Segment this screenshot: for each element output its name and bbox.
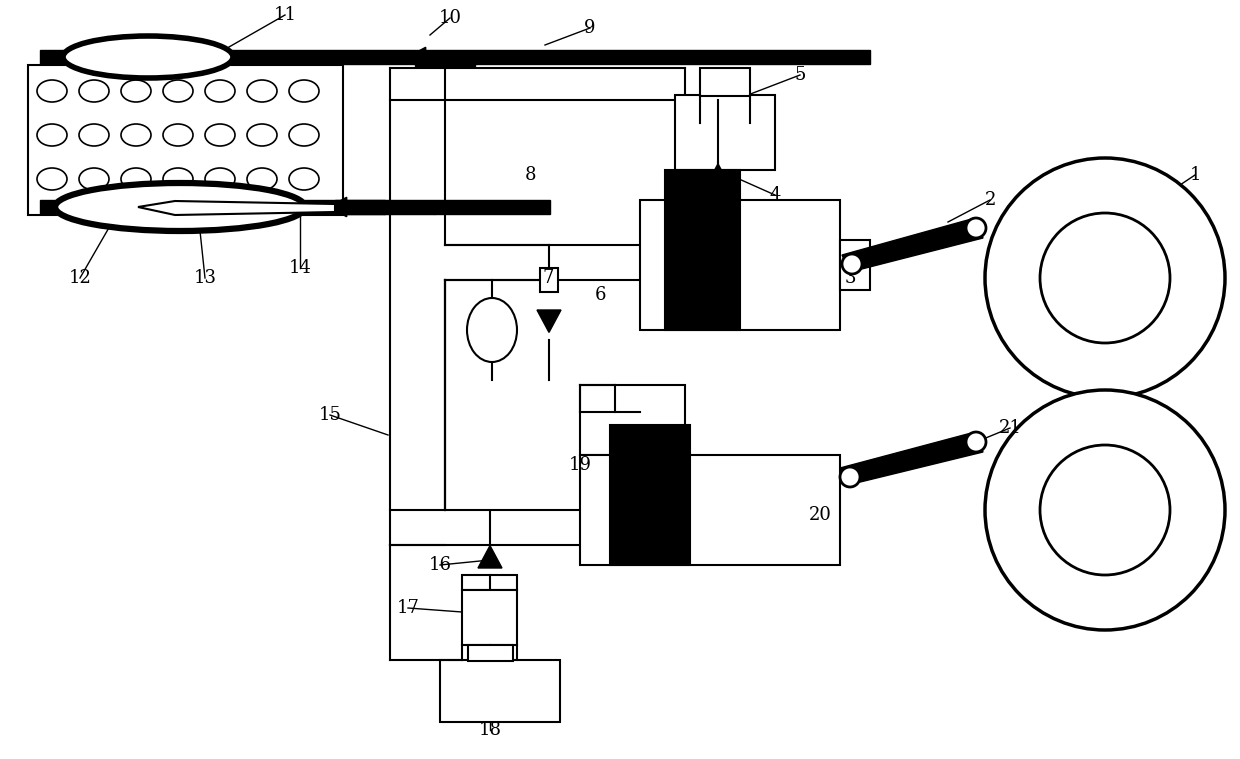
Ellipse shape bbox=[122, 80, 151, 102]
Ellipse shape bbox=[839, 467, 861, 487]
Text: 21: 21 bbox=[998, 419, 1022, 437]
Text: 3: 3 bbox=[844, 269, 856, 287]
Polygon shape bbox=[704, 164, 732, 189]
Text: 6: 6 bbox=[594, 286, 606, 304]
Ellipse shape bbox=[37, 80, 67, 102]
Polygon shape bbox=[842, 218, 983, 272]
Ellipse shape bbox=[162, 124, 193, 146]
Ellipse shape bbox=[37, 124, 67, 146]
Bar bbox=[610, 425, 689, 565]
Bar bbox=[40, 50, 870, 64]
Ellipse shape bbox=[985, 390, 1225, 630]
Ellipse shape bbox=[79, 168, 109, 190]
Ellipse shape bbox=[205, 124, 236, 146]
Text: 8: 8 bbox=[525, 166, 536, 184]
Polygon shape bbox=[537, 310, 560, 332]
Bar bbox=[440, 660, 560, 722]
Text: 5: 5 bbox=[795, 66, 806, 84]
Text: 19: 19 bbox=[568, 456, 591, 474]
Text: 15: 15 bbox=[319, 406, 341, 424]
Ellipse shape bbox=[79, 80, 109, 102]
Ellipse shape bbox=[985, 158, 1225, 398]
Ellipse shape bbox=[289, 168, 319, 190]
Bar bbox=[40, 200, 551, 214]
Bar bbox=[463, 590, 517, 645]
Bar bbox=[415, 52, 475, 66]
Ellipse shape bbox=[162, 168, 193, 190]
Ellipse shape bbox=[122, 168, 151, 190]
Text: 17: 17 bbox=[397, 599, 419, 617]
Ellipse shape bbox=[162, 80, 193, 102]
Bar bbox=[580, 455, 839, 565]
Text: 20: 20 bbox=[808, 506, 832, 524]
Bar bbox=[701, 68, 750, 96]
Text: 18: 18 bbox=[479, 721, 501, 739]
Text: 7: 7 bbox=[542, 269, 554, 287]
Bar bbox=[539, 268, 558, 292]
Ellipse shape bbox=[247, 168, 277, 190]
Ellipse shape bbox=[289, 124, 319, 146]
Ellipse shape bbox=[79, 124, 109, 146]
Ellipse shape bbox=[966, 218, 986, 238]
Text: 12: 12 bbox=[68, 269, 92, 287]
Text: 11: 11 bbox=[274, 6, 296, 24]
Bar bbox=[463, 575, 517, 590]
Polygon shape bbox=[329, 197, 347, 217]
Ellipse shape bbox=[247, 80, 277, 102]
Bar bbox=[467, 645, 513, 661]
Ellipse shape bbox=[247, 124, 277, 146]
Ellipse shape bbox=[37, 168, 67, 190]
Ellipse shape bbox=[63, 36, 233, 78]
Text: 16: 16 bbox=[429, 556, 451, 574]
Ellipse shape bbox=[1040, 213, 1171, 343]
Polygon shape bbox=[477, 546, 502, 568]
Text: 9: 9 bbox=[584, 19, 595, 37]
Ellipse shape bbox=[1040, 445, 1171, 575]
Text: 13: 13 bbox=[193, 269, 217, 287]
Bar bbox=[665, 170, 740, 330]
Ellipse shape bbox=[467, 298, 517, 362]
Ellipse shape bbox=[205, 168, 236, 190]
Bar bbox=[29, 65, 343, 215]
Text: 14: 14 bbox=[289, 259, 311, 277]
Text: 4: 4 bbox=[769, 186, 781, 204]
Text: 10: 10 bbox=[439, 9, 461, 27]
Bar bbox=[580, 385, 684, 455]
Bar bbox=[335, 200, 384, 214]
Bar bbox=[640, 200, 839, 330]
Bar bbox=[675, 95, 775, 170]
Ellipse shape bbox=[55, 183, 305, 231]
Ellipse shape bbox=[966, 432, 986, 452]
Text: 2: 2 bbox=[985, 191, 996, 209]
Ellipse shape bbox=[842, 254, 862, 274]
Bar bbox=[839, 240, 870, 290]
Text: 1: 1 bbox=[1189, 166, 1200, 184]
Ellipse shape bbox=[205, 80, 236, 102]
Polygon shape bbox=[408, 47, 425, 67]
Polygon shape bbox=[138, 201, 335, 215]
Ellipse shape bbox=[289, 80, 319, 102]
Ellipse shape bbox=[122, 124, 151, 146]
Polygon shape bbox=[839, 432, 983, 485]
